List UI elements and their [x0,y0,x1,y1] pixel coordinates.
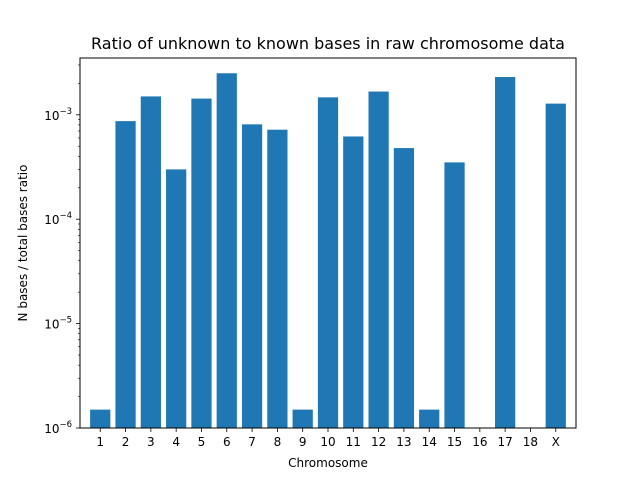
x-tick-label: 16 [472,435,487,449]
x-tick-label: 3 [147,435,155,449]
bar-chr-7 [241,124,263,428]
bar-chr-17 [495,77,516,428]
x-tick-label: 12 [371,435,386,449]
y-tick-label: 10−6 [44,420,72,436]
x-tick-label: 4 [172,435,180,449]
chart-title: Ratio of unknown to known bases in raw c… [91,34,565,53]
x-tick-label: 14 [422,435,437,449]
bar-chr-1 [90,409,111,428]
y-tick-label: 10−5 [44,316,72,332]
x-ticks: 1 2 3 4 5 6 7 8 9 10 11 12 13 14 15 16 17 18 X [96,428,560,449]
x-tick-label: 17 [498,435,513,449]
bar-chr-X [545,103,566,429]
x-tick-label: X [552,435,560,449]
x-tick-label: 5 [198,435,206,449]
y-tick-label: 10−4 [44,211,72,227]
x-axis-label: Chromosome [288,456,368,470]
bar-chr-4 [166,169,187,428]
x-tick-label: 15 [447,435,462,449]
bar-chr-11 [343,136,364,428]
x-tick-label: 10 [320,435,335,449]
bar-chr-9 [292,409,313,428]
y-axis-label: N bases / total bases ratio [16,165,30,322]
bar-chr-12 [368,91,389,429]
x-tick-label: 2 [122,435,130,449]
x-tick-label: 6 [223,435,231,449]
x-tick-label: 9 [299,435,307,449]
bar-chr-14 [419,409,440,428]
bar-chr-15 [444,162,465,428]
bar-chr-6 [216,73,237,428]
x-tick-label: 13 [396,435,411,449]
bar-chr-13 [393,148,415,428]
bar-chr-10 [317,97,339,428]
bar-chr-3 [140,96,161,429]
y-ticks: 10−6 10−5 10−4 10−3 [44,64,80,436]
bar-chr-2 [115,121,136,429]
x-tick-label: 8 [274,435,282,449]
y-tick-label: 10−3 [44,107,72,123]
x-tick-label: 11 [346,435,361,449]
bar-chr-8 [267,129,288,428]
bar-chr-5 [191,98,212,428]
x-tick-label: 7 [248,435,256,449]
x-tick-label: 18 [523,435,538,449]
bars-layer [90,73,566,429]
x-tick-label: 1 [96,435,104,449]
plot-area-frame [79,57,577,429]
